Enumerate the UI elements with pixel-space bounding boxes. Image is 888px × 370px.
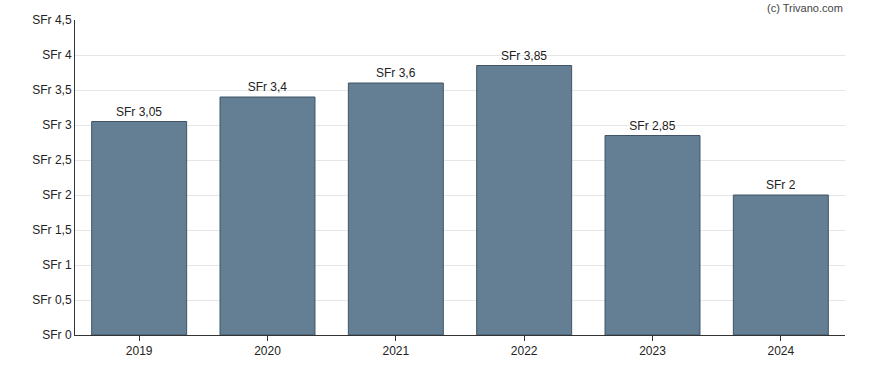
svg-text:2019: 2019 — [126, 344, 153, 358]
svg-text:SFr 3,4: SFr 3,4 — [248, 80, 288, 94]
svg-text:2021: 2021 — [382, 344, 409, 358]
svg-text:SFr 3,85: SFr 3,85 — [501, 49, 547, 63]
svg-text:SFr 4,5: SFr 4,5 — [32, 13, 72, 27]
svg-text:SFr 2,5: SFr 2,5 — [32, 153, 72, 167]
svg-text:2022: 2022 — [511, 344, 538, 358]
svg-text:SFr 4: SFr 4 — [42, 48, 72, 62]
svg-text:SFr 3,05: SFr 3,05 — [116, 105, 162, 119]
svg-text:SFr 2,85: SFr 2,85 — [629, 119, 675, 133]
svg-text:SFr 2: SFr 2 — [42, 188, 72, 202]
svg-text:SFr 2: SFr 2 — [766, 178, 796, 192]
svg-text:2024: 2024 — [767, 344, 794, 358]
svg-text:SFr 1,5: SFr 1,5 — [32, 223, 72, 237]
svg-text:SFr 0,5: SFr 0,5 — [32, 293, 72, 307]
svg-text:SFr 3,6: SFr 3,6 — [376, 66, 416, 80]
svg-text:(c) Trivano.com: (c) Trivano.com — [767, 2, 843, 14]
svg-text:2023: 2023 — [639, 344, 666, 358]
svg-text:2020: 2020 — [254, 344, 281, 358]
svg-text:SFr 0: SFr 0 — [42, 328, 72, 342]
svg-text:SFr 3: SFr 3 — [42, 118, 72, 132]
svg-text:SFr 3,5: SFr 3,5 — [32, 83, 72, 97]
svg-text:SFr 1: SFr 1 — [42, 258, 72, 272]
